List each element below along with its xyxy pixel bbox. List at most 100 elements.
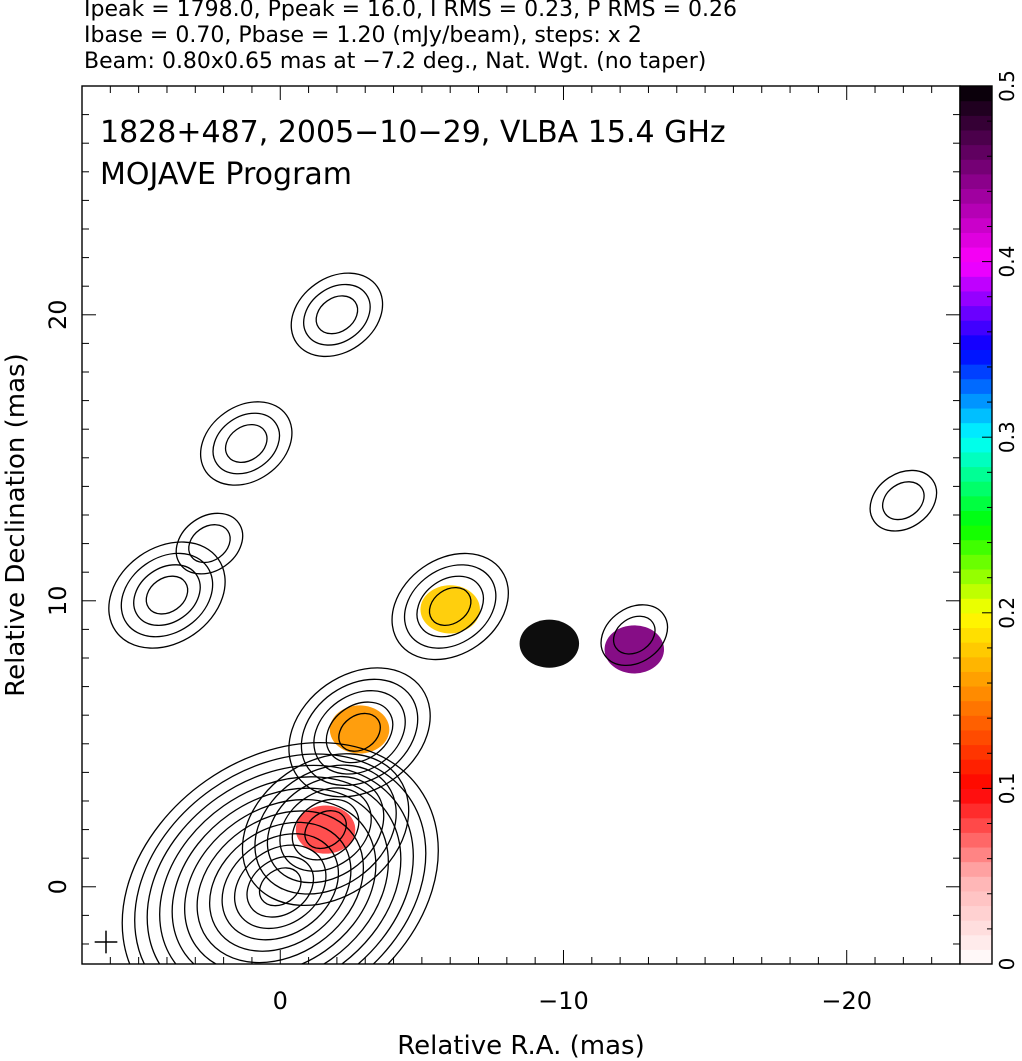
contour-component-northeast-knot bbox=[108, 541, 226, 649]
colorbar-segment bbox=[960, 846, 992, 863]
contour-ring bbox=[184, 798, 377, 964]
contour-ring bbox=[612, 615, 656, 655]
colorbar-segment bbox=[960, 539, 992, 555]
contour-ring bbox=[325, 701, 394, 764]
y-tick-label: 20 bbox=[44, 300, 72, 331]
contour-ring bbox=[171, 787, 389, 964]
contour-ring bbox=[338, 712, 381, 752]
contour-ring bbox=[175, 512, 244, 575]
contour-ring bbox=[254, 764, 397, 895]
colorbar-segment bbox=[960, 817, 992, 833]
colorbar-tick-label: 0.5 bbox=[995, 70, 1019, 102]
contour-component-core bbox=[121, 741, 439, 964]
contour-ring bbox=[108, 541, 226, 649]
contour-ring bbox=[212, 412, 281, 475]
contour-component-inner-jet-knot bbox=[241, 753, 410, 907]
colorbar-tick-label: 0.1 bbox=[995, 772, 1019, 804]
colorbar-segment bbox=[960, 349, 992, 365]
contour-ring bbox=[869, 469, 938, 532]
colorbar-segment bbox=[960, 773, 992, 789]
colorbar-segment bbox=[960, 378, 992, 394]
colorbar-segment bbox=[960, 481, 992, 497]
colorbar-segment bbox=[960, 788, 992, 804]
colorbar-segment bbox=[960, 232, 992, 248]
y-tick-label: 0 bbox=[44, 879, 72, 894]
contour-ring bbox=[300, 678, 419, 787]
colorbar-segment bbox=[960, 700, 992, 716]
contour-ring bbox=[145, 575, 189, 615]
contour-ring bbox=[146, 764, 414, 964]
colorbar-tick-label: 0.4 bbox=[995, 246, 1019, 278]
contour-ring bbox=[224, 423, 268, 464]
colorbar-segment bbox=[960, 173, 992, 190]
contour-ring bbox=[266, 775, 385, 884]
colorbar-frame bbox=[959, 85, 993, 965]
contour-ring bbox=[403, 564, 497, 649]
colorbar-segment bbox=[960, 203, 992, 219]
colorbar-segment bbox=[960, 188, 992, 204]
colorbar-segment bbox=[960, 407, 992, 424]
x-tick-label: −10 bbox=[538, 987, 589, 1015]
colorbar-segment bbox=[960, 832, 992, 848]
polarization-patch bbox=[519, 619, 580, 668]
contour-ring bbox=[304, 810, 347, 850]
colorbar-segment bbox=[960, 642, 992, 658]
colorbar-tick-label: 0.2 bbox=[995, 597, 1019, 629]
colorbar-segment bbox=[960, 525, 992, 541]
chart-subtitle: MOJAVE Program bbox=[100, 157, 352, 192]
contour-component-northern-knot bbox=[290, 272, 384, 358]
contour-component-northeast-knot-3 bbox=[199, 401, 293, 486]
colorbar-segment bbox=[960, 905, 992, 921]
colorbar-segment bbox=[960, 568, 992, 585]
colorbar-segment bbox=[960, 759, 992, 775]
y-axis-label: Relative Declination (mas) bbox=[1, 353, 31, 696]
contour-ring bbox=[246, 855, 315, 918]
contour-ring bbox=[196, 810, 365, 964]
colorbar-tick-label: 0 bbox=[995, 958, 1019, 971]
contour-ring bbox=[290, 272, 384, 358]
contour-ring bbox=[188, 524, 231, 564]
colorbar-segment bbox=[960, 393, 992, 409]
colorbar-segment bbox=[960, 217, 992, 233]
colorbar: 0 0.1 0.2 0.3 0.4 0.5 bbox=[959, 70, 1019, 971]
colorbar-segment bbox=[960, 729, 992, 746]
contour-ring bbox=[315, 295, 359, 335]
contour-ring bbox=[199, 401, 293, 486]
contour-ring bbox=[258, 867, 302, 907]
colorbar-segment bbox=[960, 451, 992, 468]
contour-ring bbox=[133, 564, 201, 626]
colorbar-segment bbox=[960, 334, 992, 350]
contour-ring bbox=[221, 833, 340, 941]
contour-ring bbox=[882, 481, 925, 521]
colorbar-segment bbox=[960, 115, 992, 131]
colorbar-segment bbox=[960, 129, 992, 146]
contour-ring bbox=[313, 690, 406, 775]
contour-ring bbox=[120, 552, 214, 638]
colorbar-segment bbox=[960, 320, 992, 336]
plot-area bbox=[94, 272, 938, 964]
colorbar-segment bbox=[960, 422, 992, 438]
polarization-patch bbox=[295, 805, 356, 854]
colorbar-segment bbox=[960, 305, 992, 321]
colorbar-segment bbox=[960, 861, 992, 877]
colorbar-segment bbox=[960, 86, 992, 102]
contour-ring bbox=[303, 283, 371, 346]
colorbar-segment bbox=[960, 803, 992, 819]
colorbar-segment bbox=[960, 100, 992, 116]
x-tick-label: 0 bbox=[273, 987, 288, 1015]
axes: 0 −10 −20 0 10 20 bbox=[44, 85, 961, 1015]
colorbar-segment bbox=[960, 920, 992, 936]
contour-ring bbox=[159, 776, 402, 964]
colorbar-segment bbox=[960, 671, 992, 687]
colorbar-segment bbox=[960, 290, 992, 307]
colorbar-tick-label: 0.3 bbox=[995, 421, 1019, 453]
colorbar-segment bbox=[960, 554, 992, 570]
colorbar-segment bbox=[960, 656, 992, 672]
colorbar-segment bbox=[960, 612, 992, 629]
colorbar-segment bbox=[960, 144, 992, 160]
colorbar-segment bbox=[960, 598, 992, 614]
contour-ring bbox=[121, 741, 439, 964]
colorbar-segment bbox=[960, 934, 992, 950]
contour-ring bbox=[391, 552, 509, 661]
colorbar-segment bbox=[960, 437, 992, 453]
